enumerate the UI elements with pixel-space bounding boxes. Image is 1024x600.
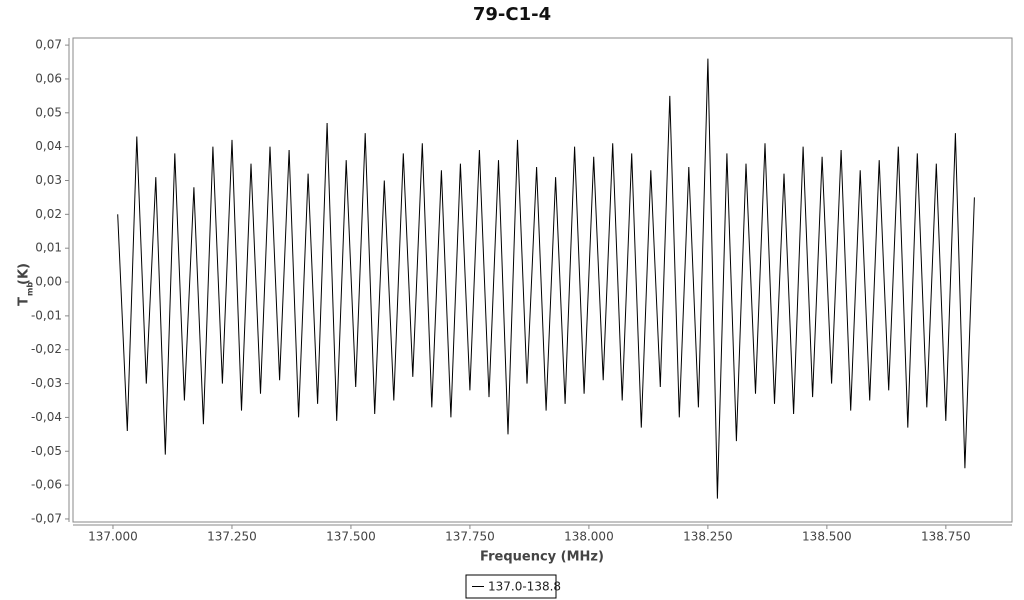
y-tick-label: -0,02 <box>31 342 62 356</box>
y-tick-label: 0,03 <box>35 173 62 187</box>
x-axis-title: Frequency (MHz) <box>480 550 604 565</box>
x-tick-label: 138.500 <box>802 530 852 544</box>
series-line <box>117 58 975 499</box>
x-tick-label: 138.000 <box>564 530 614 544</box>
y-tick-label: -0,07 <box>31 511 62 525</box>
x-tick-label: 137.750 <box>445 530 495 544</box>
y-axis-title-unit: (K) <box>17 263 32 285</box>
y-axis-title-main: T <box>17 297 32 306</box>
x-tick-label: 138.750 <box>921 530 971 544</box>
chart-title: 79-C1-4 <box>473 4 551 25</box>
y-tick-label: -0,05 <box>31 444 62 458</box>
y-tick-label: 0,00 <box>35 275 62 289</box>
y-tick-label: 0,02 <box>35 207 62 221</box>
x-tick-label: 137.500 <box>326 530 376 544</box>
x-tick-label: 137.000 <box>88 530 138 544</box>
y-tick-label: -0,04 <box>31 410 62 424</box>
y-tick-label: 0,05 <box>35 105 62 119</box>
y-tick-label: 0,06 <box>35 71 62 85</box>
y-tick-label: -0,03 <box>31 376 62 390</box>
y-tick-label: 0,04 <box>35 139 62 153</box>
legend-label: 137.0-138.8 <box>488 580 561 594</box>
y-tick-label: 0,01 <box>35 241 62 255</box>
x-tick-label: 138.250 <box>683 530 733 544</box>
y-tick-label: 0,07 <box>35 38 62 52</box>
y-tick-label: -0,06 <box>31 478 62 492</box>
legend <box>465 574 557 599</box>
y-axis-title: T mb (K) <box>17 263 35 306</box>
y-axis-title-sub: mb <box>26 282 35 296</box>
plot-area <box>72 37 1013 523</box>
y-tick-label: -0,01 <box>31 308 62 322</box>
x-tick-label: 137.250 <box>207 530 257 544</box>
